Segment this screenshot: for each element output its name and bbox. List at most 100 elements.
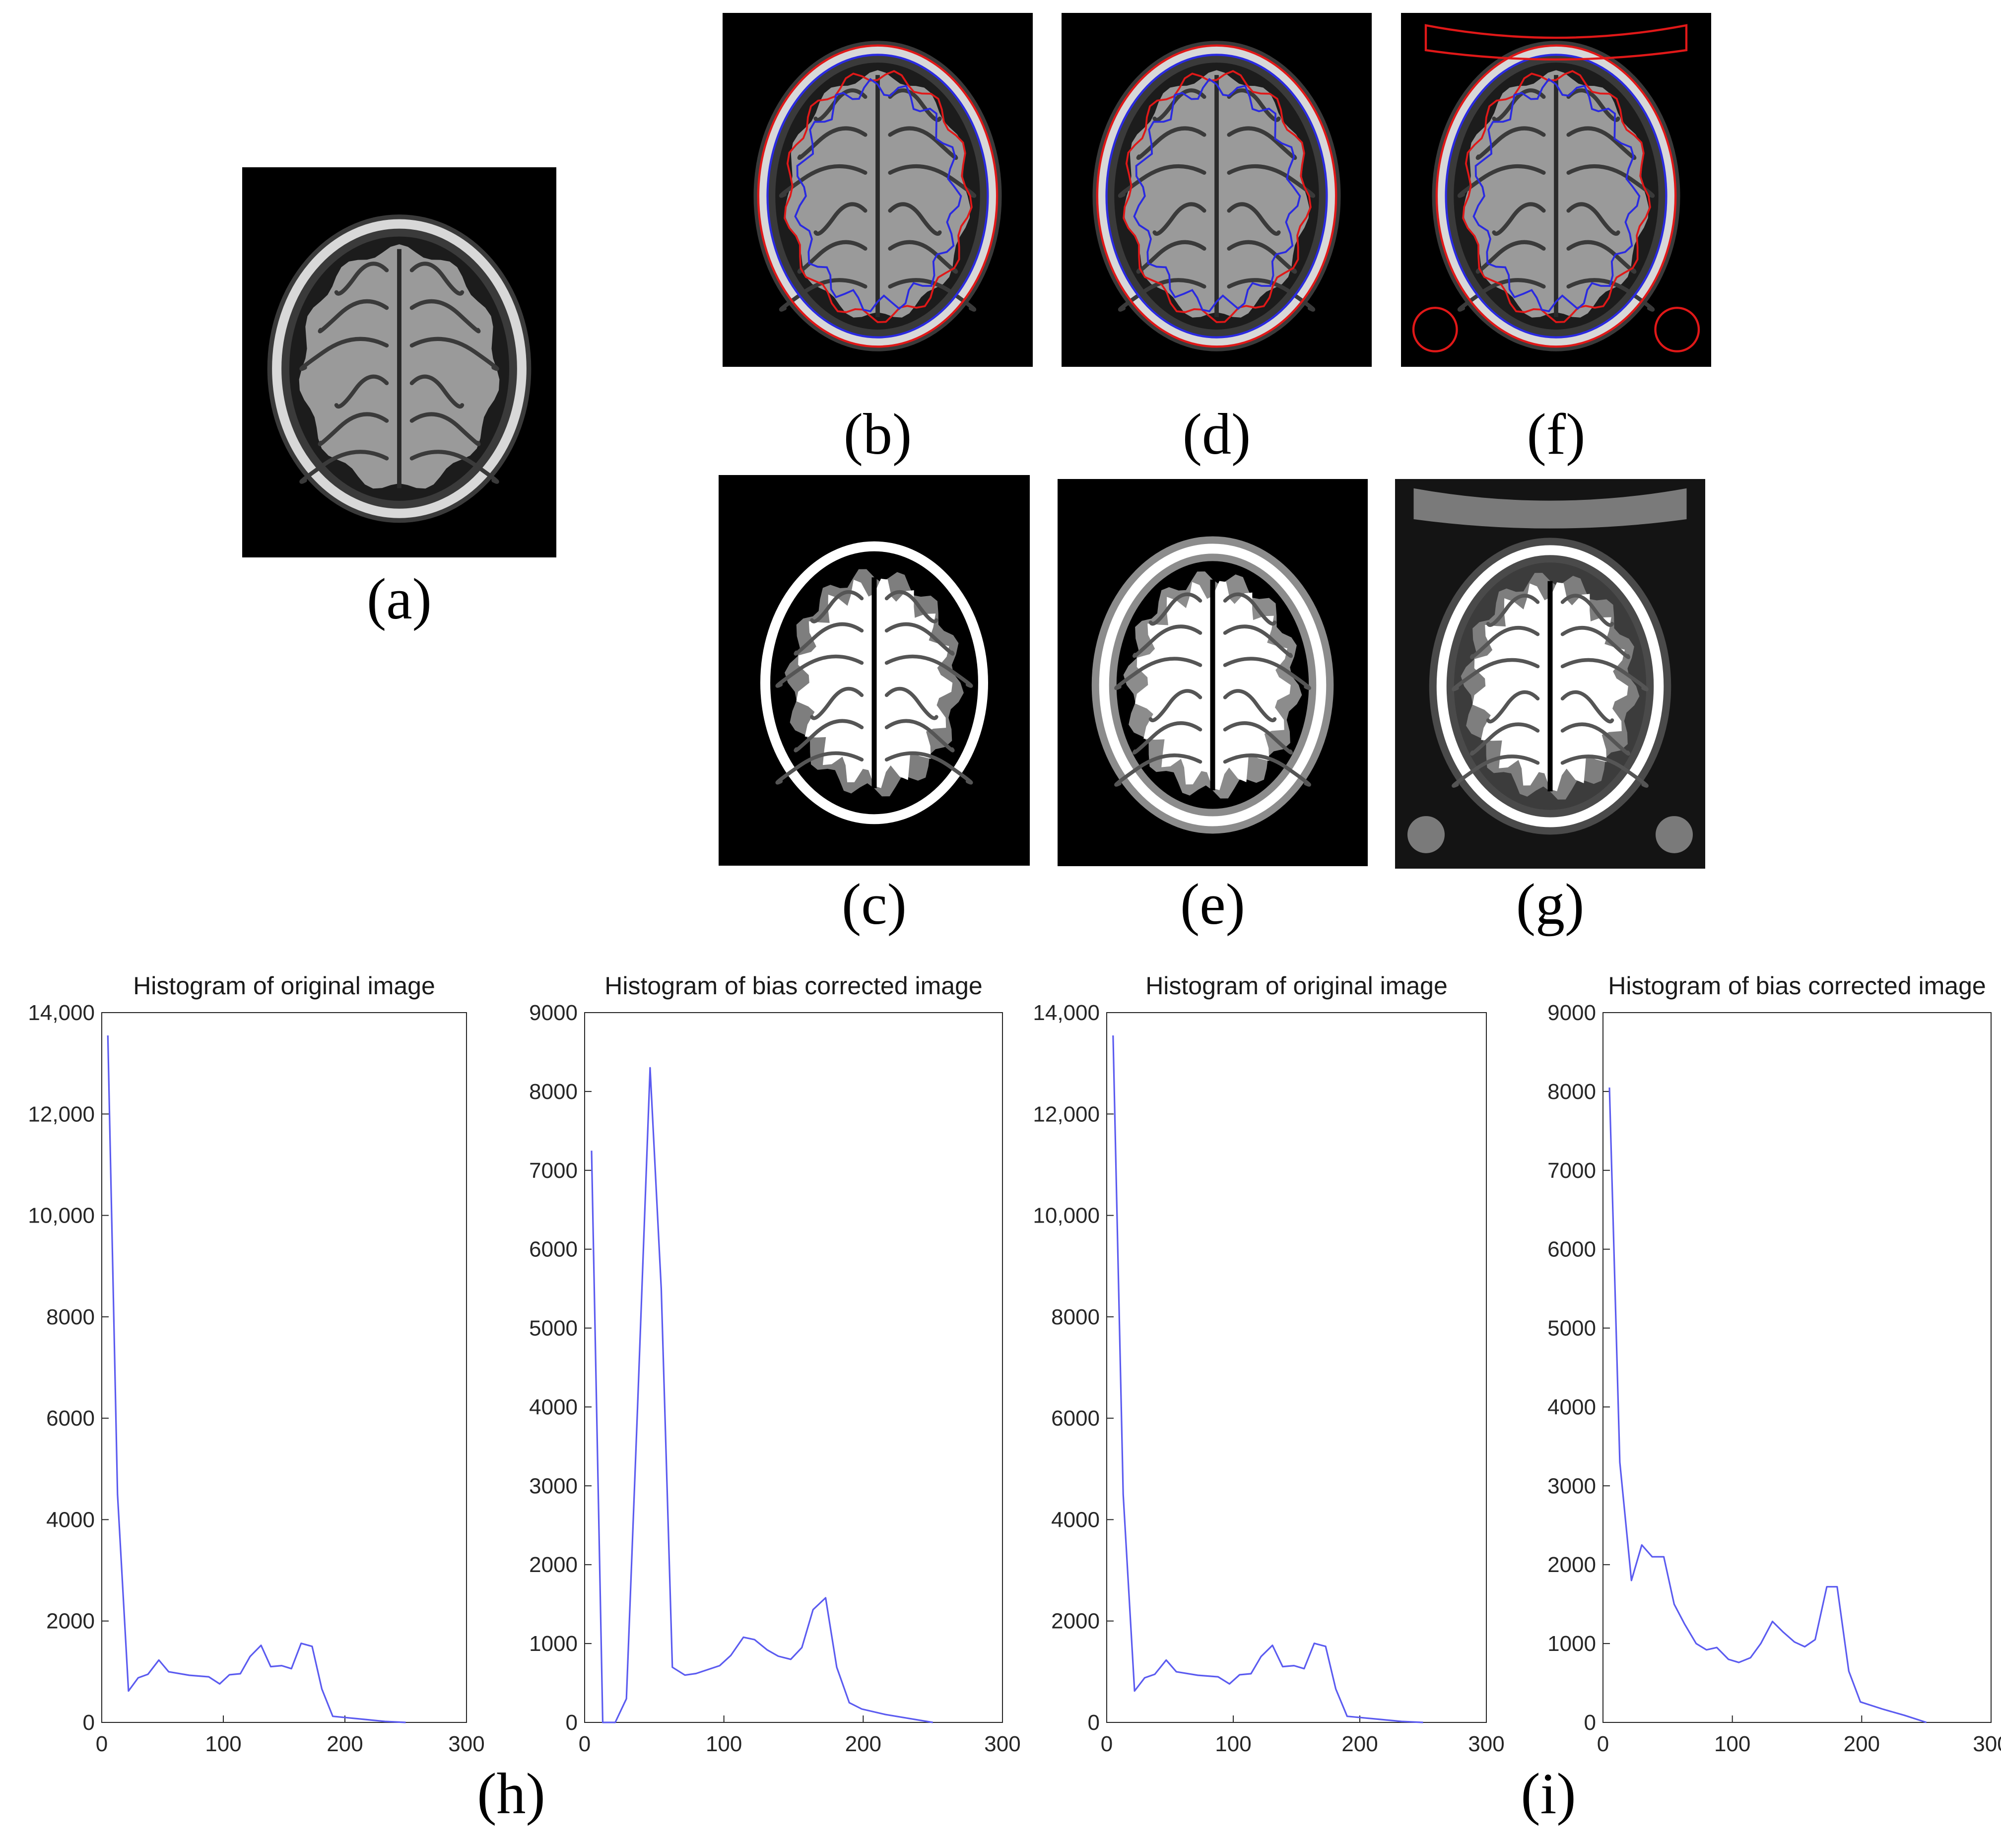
chart-h-bias-corrected: Histogram of bias corrected image 0 100 200… [491,963,1021,1767]
panel-d-image [1062,13,1372,367]
x-tick-label: 200 [845,1732,881,1756]
sulcus-line [1223,657,1311,690]
blue-contour-inner [1472,78,1641,313]
y-tick-label: 0 [566,1711,578,1735]
y-tick-label: 0 [1584,1711,1596,1735]
skull-segment [760,541,988,824]
panel-b-image [723,13,1033,367]
sulcus-line [299,337,389,371]
skull-ring [758,45,998,347]
chart-h-original: Histogram of original image 0 100 200 300 0 20… [0,963,484,1767]
sulcus-line [1223,721,1293,755]
caption-i: (i) [1521,1761,1576,1826]
sulcus-line [1560,690,1614,724]
sulcus-line [318,299,389,334]
x-tick-label: 200 [1844,1732,1880,1756]
plot-frame [101,1012,467,1723]
x-tick-label: 300 [984,1732,1020,1756]
sulcus-line [884,751,973,785]
sulcus-line [1227,202,1281,236]
caption-a: (a) [367,566,432,631]
x-tick-label: 100 [706,1732,742,1756]
red-contour [1096,44,1337,348]
red-contour-corner [1654,306,1700,352]
y-tick-label: 14,000 [28,1001,95,1025]
skull-ring [1097,45,1336,347]
sulcus-line [797,126,867,160]
caption-g: (g) [1516,872,1585,937]
sulcus-line [1560,754,1649,788]
plot-frame [1602,1012,1992,1723]
y-tick-label: 12,000 [1033,1102,1100,1126]
sulcus-line [1492,202,1546,236]
sulcus-line [1560,722,1630,756]
sulcus-line [888,164,977,198]
sulcus-line [1223,624,1293,658]
sulcus-line [1566,202,1620,236]
y-tick-label: 8000 [1547,1080,1596,1104]
caption-f: (f) [1527,402,1586,467]
histogram-svg: Histogram of original image 0 100 200 300 0 20… [28,972,484,1756]
blue-contour-inner [1133,78,1301,313]
sulcus-line [409,337,499,371]
y-tick-label: 5000 [529,1316,578,1341]
sulcus-line [888,202,942,236]
y-tick-label: 4000 [46,1507,95,1532]
x-tick-label: 0 [1101,1732,1113,1756]
sulcus-line [1136,126,1206,160]
x-tick-label: 0 [1597,1732,1609,1756]
red-contour [1435,44,1677,348]
sulcus-line [884,622,955,656]
sulcus-line [1114,753,1202,787]
sulcus-line [884,686,938,720]
histogram-svg: Histogram of bias corrected image 0 100 200… [1547,972,2001,1756]
sulcus-line [1148,689,1202,723]
y-tick-label: 1000 [529,1632,578,1656]
sulcus-line [797,240,867,274]
y-tick-label: 2000 [1051,1609,1100,1634]
sulcus-line [409,299,481,334]
x-tick-label: 200 [1341,1732,1378,1756]
sulcus-line [1223,753,1311,787]
corner-blob [1407,816,1445,853]
sulcus-line [794,719,864,753]
sulcus-line [1136,240,1206,274]
sulcus-line [299,450,389,484]
y-tick-label: 6000 [1051,1406,1100,1431]
sulcus-line [1566,164,1655,198]
skull-ring [272,219,527,518]
red-contour [757,44,999,348]
caption-d: (d) [1182,402,1251,467]
plot-frame [1106,1012,1487,1723]
sulcus-line [1560,658,1649,691]
caption-e: (e) [1180,872,1245,937]
histogram-svg: Histogram of bias corrected image 0 100 200… [529,972,1021,1756]
x-tick-label: 300 [1468,1732,1504,1756]
sulcus-line [813,202,867,236]
blue-contour [766,54,989,339]
sulcus-line [810,590,864,623]
red-contour-corner [1412,306,1458,352]
y-tick-label: 6000 [1547,1237,1596,1262]
skull-segment [1099,544,1327,826]
sulcus-line [794,622,864,656]
sulcus-line [1560,626,1630,659]
sulcus-line [1148,592,1202,626]
sulcus-line [1486,594,1540,627]
panel-a-image [242,167,556,557]
sulcus-line [775,654,864,688]
sulcus-line [779,278,867,312]
y-tick-label: 6000 [529,1237,578,1262]
y-tick-label: 4000 [1051,1507,1100,1532]
y-tick-label: 8000 [46,1305,95,1329]
x-tick-label: 100 [205,1732,241,1756]
sulcus-line [1475,126,1546,160]
x-tick-label: 300 [1973,1732,2001,1756]
sulcus-line [775,751,864,785]
sulcus-line [1470,626,1540,659]
panel-e-image [1058,479,1368,866]
sulcus-line [1470,722,1540,756]
sulcus-line [1223,592,1277,626]
blue-contour-inner [794,78,962,313]
sulcus-line [334,374,389,409]
